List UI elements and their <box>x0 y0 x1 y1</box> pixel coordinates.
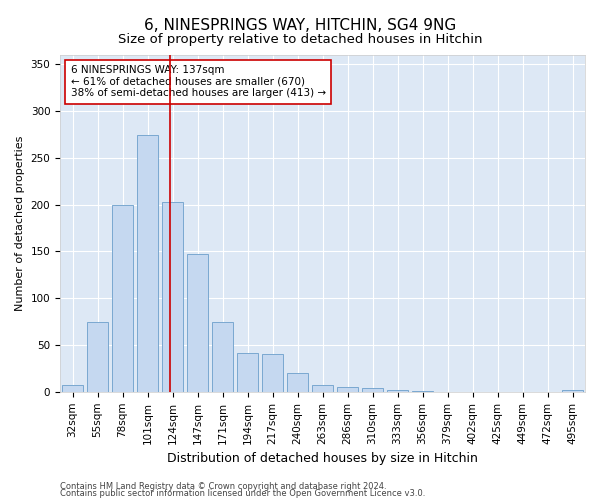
Text: 6, NINESPRINGS WAY, HITCHIN, SG4 9NG: 6, NINESPRINGS WAY, HITCHIN, SG4 9NG <box>144 18 456 32</box>
Bar <box>62 386 83 392</box>
Y-axis label: Number of detached properties: Number of detached properties <box>15 136 25 311</box>
Bar <box>187 254 208 392</box>
Text: 6 NINESPRINGS WAY: 137sqm
← 61% of detached houses are smaller (670)
38% of semi: 6 NINESPRINGS WAY: 137sqm ← 61% of detac… <box>71 65 326 98</box>
Text: Size of property relative to detached houses in Hitchin: Size of property relative to detached ho… <box>118 32 482 46</box>
Bar <box>237 352 258 392</box>
Text: Contains HM Land Registry data © Crown copyright and database right 2024.: Contains HM Land Registry data © Crown c… <box>60 482 386 491</box>
Bar <box>562 390 583 392</box>
Text: Contains public sector information licensed under the Open Government Licence v3: Contains public sector information licen… <box>60 489 425 498</box>
Bar <box>162 202 183 392</box>
Bar <box>287 373 308 392</box>
Bar <box>212 322 233 392</box>
Bar <box>387 390 408 392</box>
X-axis label: Distribution of detached houses by size in Hitchin: Distribution of detached houses by size … <box>167 452 478 465</box>
Bar <box>412 391 433 392</box>
Bar <box>87 322 108 392</box>
Bar <box>112 204 133 392</box>
Bar <box>362 388 383 392</box>
Bar <box>337 387 358 392</box>
Bar <box>312 386 333 392</box>
Bar <box>137 134 158 392</box>
Bar <box>262 354 283 392</box>
